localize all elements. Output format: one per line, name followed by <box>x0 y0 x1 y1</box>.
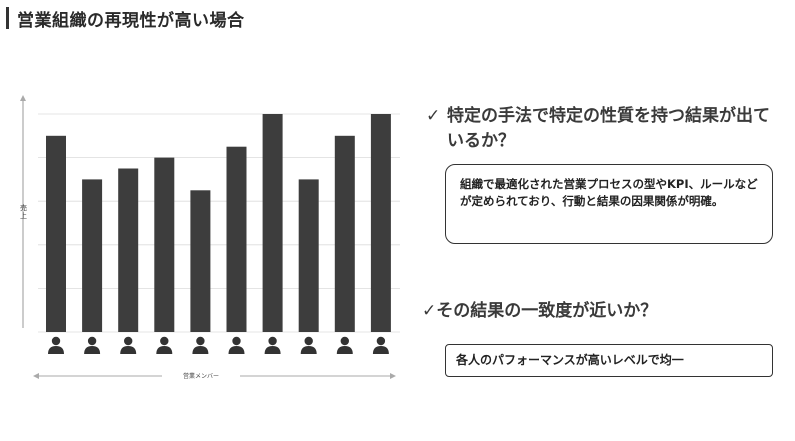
x-axis-label: 営業メンバー <box>183 372 219 380</box>
slide-title: 営業組織の再現性が高い場合 <box>6 7 245 31</box>
person-icon <box>300 336 317 354</box>
chart-bar <box>298 179 319 332</box>
chart-bar <box>82 179 103 332</box>
person-icon <box>120 336 137 354</box>
chart-bar <box>370 114 391 332</box>
person-icon <box>372 336 389 354</box>
person-icon <box>192 336 209 354</box>
x-axis-arrowhead-left <box>33 373 39 379</box>
person-icon <box>228 336 245 354</box>
y-axis-label: 売上 <box>20 203 27 220</box>
detail-box-uniform: 各人のパフォーマンスが高いレベルで均一 <box>445 344 773 377</box>
page-title: 営業組織の再現性が高い場合 <box>17 10 245 31</box>
person-icon <box>336 336 353 354</box>
chart-bar <box>226 146 247 332</box>
chart-bar <box>118 168 139 332</box>
person-icon <box>264 336 281 354</box>
bar-chart: 売上 営業メンバー <box>20 95 400 380</box>
person-icon <box>84 336 101 354</box>
point-specific-results: ✓ 特定の手法で特定の性質を持つ結果が出ているか？ <box>426 104 786 154</box>
check-icon: ✓ <box>422 301 437 321</box>
chart-bar <box>190 190 211 332</box>
title-accent-bar <box>6 7 9 29</box>
chart-bar <box>46 135 66 332</box>
chart-bar <box>334 135 355 332</box>
point-text: 特定の手法で特定の性質を持つ結果が出ているか？ <box>447 106 770 151</box>
y-axis-arrowhead <box>20 95 26 101</box>
person-icon <box>48 336 64 354</box>
chart-bar <box>154 157 175 332</box>
check-icon: ✓ <box>426 106 441 126</box>
person-icon <box>156 336 173 354</box>
detail-box-process: 組織で最適化された営業プロセスの型やKPI、ルールなどが定められており、行動と結… <box>445 164 773 244</box>
point-text: その結果の一致度が近いか？ <box>436 301 658 321</box>
point-consistency: ✓その結果の一致度が近いか？ <box>422 296 657 321</box>
x-axis-arrowhead-right <box>390 373 396 379</box>
chart-bar <box>262 114 283 332</box>
